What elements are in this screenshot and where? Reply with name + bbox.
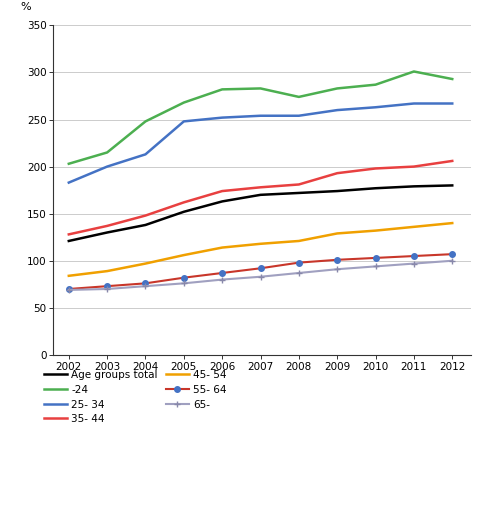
Text: %: % — [20, 2, 31, 12]
Legend: Age groups total, -24, 25- 34, 35- 44, 45- 54, 55- 64, 65-: Age groups total, -24, 25- 34, 35- 44, 4… — [44, 370, 226, 424]
